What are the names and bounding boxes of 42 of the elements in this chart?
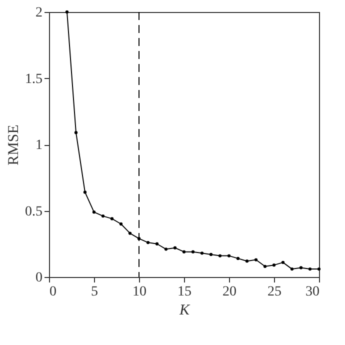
point: [254, 258, 258, 262]
y-tick-label: 1: [36, 138, 42, 153]
point: [308, 267, 312, 271]
point: [263, 264, 267, 268]
point: [164, 248, 168, 251]
point: [173, 246, 177, 250]
x-tick-label: 30: [306, 284, 320, 300]
point: [155, 242, 159, 246]
y-tick-label: 0: [36, 270, 42, 286]
point: [200, 252, 204, 255]
point: [83, 190, 87, 194]
y-tick-label: 2: [36, 6, 42, 20]
point: [146, 240, 150, 244]
y-tick-label: 0.5: [25, 204, 42, 220]
x-axis-title: K: [178, 302, 190, 318]
point: [65, 10, 69, 14]
y-tick-label: 1.5: [25, 72, 42, 87]
point: [290, 267, 294, 271]
x-tick-label: 20: [222, 284, 236, 300]
point: [191, 250, 195, 254]
point: [236, 256, 240, 260]
point: [101, 214, 105, 218]
point: [218, 254, 222, 258]
point: [182, 250, 186, 254]
point: [281, 260, 285, 264]
point: [119, 222, 123, 226]
point: [110, 217, 114, 220]
point: [227, 254, 231, 258]
point: [74, 130, 78, 134]
x-tick-label: 10: [132, 284, 146, 300]
x-tick-label: 5: [91, 284, 98, 300]
point: [245, 260, 249, 263]
point: [317, 267, 321, 271]
point: [272, 263, 276, 267]
x-tick-label: 0: [50, 284, 56, 300]
point: [92, 210, 96, 214]
y-axis-title: RMSE: [6, 124, 22, 166]
x-tick-label: 25: [268, 284, 282, 300]
point: [128, 232, 132, 235]
x-tick-label: 15: [178, 284, 192, 300]
point: [209, 252, 213, 256]
point: [299, 266, 303, 270]
